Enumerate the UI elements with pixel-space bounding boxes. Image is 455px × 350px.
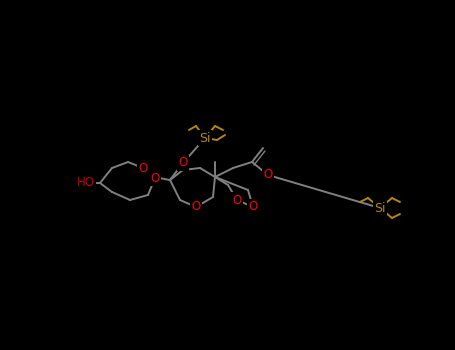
- Text: Si: Si: [374, 202, 386, 215]
- Text: O: O: [263, 168, 273, 182]
- Text: O: O: [178, 156, 187, 169]
- Text: HO: HO: [77, 176, 95, 189]
- Text: O: O: [248, 201, 258, 214]
- Text: Si: Si: [199, 132, 211, 145]
- Text: O: O: [192, 201, 201, 214]
- Text: O: O: [150, 172, 160, 184]
- Text: O: O: [138, 161, 147, 175]
- Text: O: O: [233, 194, 242, 206]
